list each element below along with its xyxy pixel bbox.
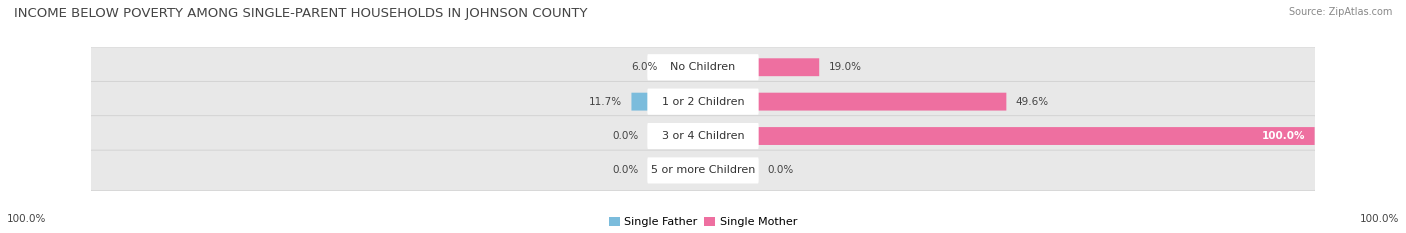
Text: 100.0%: 100.0% <box>7 214 46 224</box>
FancyBboxPatch shape <box>90 81 1316 122</box>
Text: 100.0%: 100.0% <box>1263 131 1305 141</box>
Text: 19.0%: 19.0% <box>828 62 862 72</box>
FancyBboxPatch shape <box>647 89 759 115</box>
FancyBboxPatch shape <box>703 161 747 179</box>
Text: 0.0%: 0.0% <box>768 165 793 175</box>
FancyBboxPatch shape <box>666 58 703 76</box>
Legend: Single Father, Single Mother: Single Father, Single Mother <box>605 213 801 232</box>
FancyBboxPatch shape <box>659 161 703 179</box>
FancyBboxPatch shape <box>647 123 759 149</box>
FancyBboxPatch shape <box>631 93 703 111</box>
Text: 6.0%: 6.0% <box>631 62 657 72</box>
FancyBboxPatch shape <box>703 127 1315 145</box>
FancyBboxPatch shape <box>659 127 703 145</box>
Text: 0.0%: 0.0% <box>613 165 638 175</box>
Text: Source: ZipAtlas.com: Source: ZipAtlas.com <box>1288 7 1392 17</box>
Text: 49.6%: 49.6% <box>1015 97 1049 107</box>
Text: 0.0%: 0.0% <box>613 131 638 141</box>
FancyBboxPatch shape <box>90 116 1316 156</box>
FancyBboxPatch shape <box>647 157 759 184</box>
Text: 5 or more Children: 5 or more Children <box>651 165 755 175</box>
Text: 100.0%: 100.0% <box>1360 214 1399 224</box>
FancyBboxPatch shape <box>90 47 1316 88</box>
Text: 3 or 4 Children: 3 or 4 Children <box>662 131 744 141</box>
FancyBboxPatch shape <box>703 93 1007 111</box>
FancyBboxPatch shape <box>703 58 820 76</box>
Text: 11.7%: 11.7% <box>589 97 623 107</box>
Text: No Children: No Children <box>671 62 735 72</box>
Text: 1 or 2 Children: 1 or 2 Children <box>662 97 744 107</box>
FancyBboxPatch shape <box>90 150 1316 191</box>
Text: INCOME BELOW POVERTY AMONG SINGLE-PARENT HOUSEHOLDS IN JOHNSON COUNTY: INCOME BELOW POVERTY AMONG SINGLE-PARENT… <box>14 7 588 20</box>
FancyBboxPatch shape <box>647 54 759 80</box>
